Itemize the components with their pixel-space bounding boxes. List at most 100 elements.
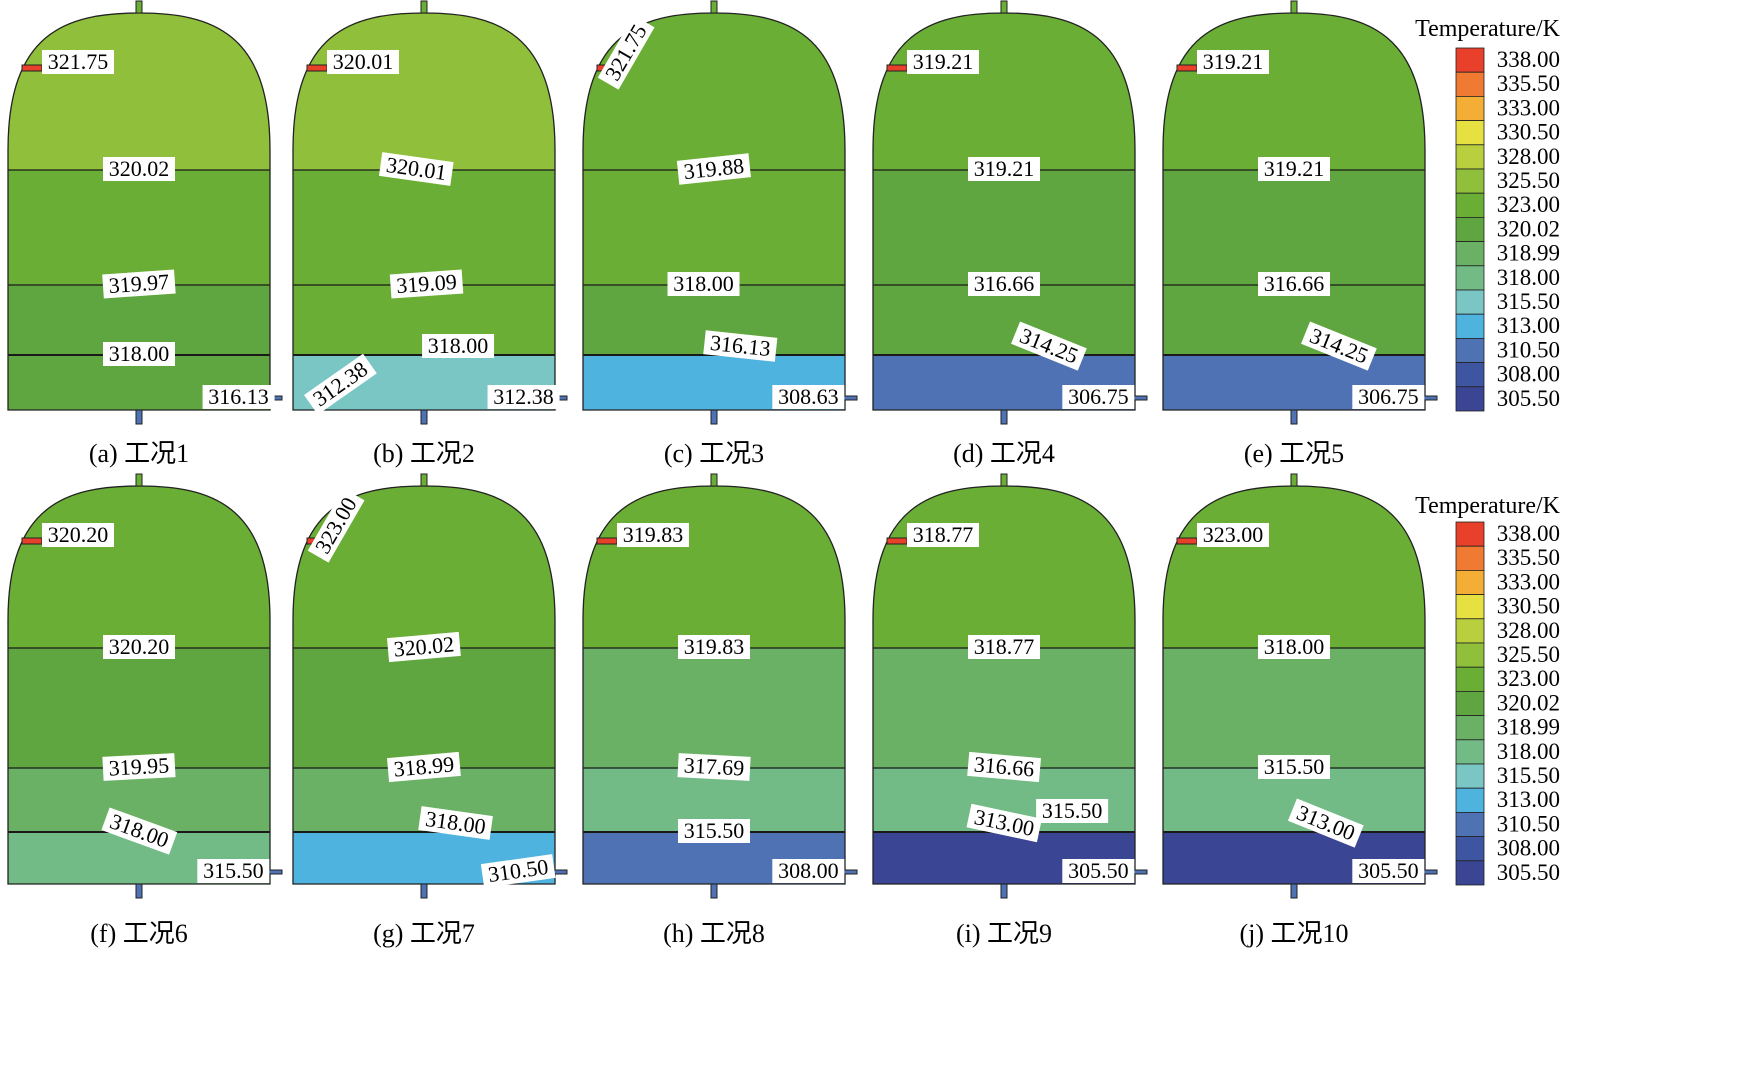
bottom-nozzle xyxy=(135,883,143,899)
isoline-label: 315.50 xyxy=(197,858,270,883)
top-temperature-label-bg xyxy=(617,523,689,547)
top-temperature-label: 320.20 xyxy=(42,522,114,547)
hot-inlet xyxy=(886,64,908,72)
top-nozzle xyxy=(1000,0,1008,14)
legend-swatch xyxy=(1455,216,1485,242)
legend-swatch xyxy=(1455,545,1485,571)
isoline-label-bg xyxy=(1352,385,1425,409)
isoline-label-bg xyxy=(667,272,740,296)
isoline-label-text: 315.50 xyxy=(203,858,264,883)
panel-caption: (e) 工况5 xyxy=(1244,439,1344,468)
legend-value: 305.50 xyxy=(1497,860,1560,885)
isoline-label: 316.13 xyxy=(202,384,275,409)
temperature-band xyxy=(873,486,1135,649)
top-temperature-label-text: 320.01 xyxy=(333,49,394,74)
isoline-label-text: 316.66 xyxy=(973,751,1035,781)
isoline-label-text: 316.66 xyxy=(1264,271,1325,296)
legend-swatch xyxy=(1455,71,1485,97)
isoline-label-text: 308.63 xyxy=(778,384,839,409)
legend-value: 305.50 xyxy=(1497,386,1560,411)
isoline-label: 316.66 xyxy=(967,751,1041,783)
isoline-label-text: 316.13 xyxy=(208,384,269,409)
isoline-label-bg xyxy=(968,157,1040,181)
hot-inlet xyxy=(21,64,43,72)
band-fills xyxy=(293,486,555,884)
isoline-label-bg xyxy=(1258,635,1330,659)
bottom-nozzle xyxy=(1000,883,1008,899)
bottom-nozzle xyxy=(1290,883,1298,899)
temperature-band xyxy=(873,648,1135,769)
isoline-label-text: 308.00 xyxy=(778,858,839,883)
isoline-label: 317.69 xyxy=(677,752,751,781)
temperature-band xyxy=(1163,13,1425,171)
isoline-label-text: 315.50 xyxy=(684,818,745,843)
legend-swatch xyxy=(1455,96,1485,122)
isoline-label-bg xyxy=(422,334,495,358)
isoline-label: 318.00 xyxy=(1258,634,1330,659)
extra-contour-label-text: 315.50 xyxy=(1042,798,1103,823)
temperature-band xyxy=(1163,170,1425,286)
top-temperature-label: 320.01 xyxy=(327,49,399,74)
legend-swatch xyxy=(1455,168,1485,194)
top-nozzle xyxy=(420,0,428,14)
hot-inlet xyxy=(1176,537,1198,545)
top-nozzle xyxy=(710,0,718,14)
isoline-label-bg xyxy=(387,631,461,663)
isoline-label-bg xyxy=(103,157,175,181)
bottom-nozzle xyxy=(1000,409,1008,425)
legend-value: 320.02 xyxy=(1497,216,1560,241)
isoline-label-text: 306.75 xyxy=(1068,384,1129,409)
isoline-label: 308.63 xyxy=(772,384,845,409)
hot-inlet xyxy=(21,537,43,545)
isoline-label: 315.50 xyxy=(678,818,750,843)
top-nozzle xyxy=(135,473,143,487)
isoline-label: 319.97 xyxy=(102,269,176,299)
isoline-label-text: 320.20 xyxy=(109,634,170,659)
top-temperature-label: 323.00 xyxy=(1197,522,1269,547)
legend-value: 333.00 xyxy=(1497,569,1560,594)
isoline-label-bg xyxy=(1062,859,1135,883)
isoline-label: 320.01 xyxy=(378,152,454,186)
legend-value: 318.00 xyxy=(1497,739,1560,764)
legend-swatch xyxy=(1455,521,1485,547)
band-fills xyxy=(1163,486,1425,884)
isoline-label-bg xyxy=(967,751,1041,783)
legend-swatch xyxy=(1455,594,1485,620)
temperature-band xyxy=(873,13,1135,171)
top-temperature-label: 318.77 xyxy=(907,522,979,547)
cold-outlet xyxy=(842,869,858,875)
legend-value: 325.50 xyxy=(1497,642,1560,667)
hot-inlet xyxy=(596,537,618,545)
legend-swatch xyxy=(1455,144,1485,170)
top-temperature-label: 319.21 xyxy=(1197,49,1269,74)
temperature-band xyxy=(8,648,270,769)
isoline-label: 315.50 xyxy=(1258,754,1330,779)
isoline-label-text: 319.09 xyxy=(395,269,457,298)
isoline-label-text: 318.00 xyxy=(1264,634,1325,659)
isoline-label-bg xyxy=(1301,321,1377,371)
isoline-label-text: 319.21 xyxy=(1264,156,1325,181)
isoline-label-bg xyxy=(772,859,845,883)
temperature-band xyxy=(293,648,555,769)
isoline-label-text: 306.75 xyxy=(1358,384,1419,409)
extra-contour-label-bg xyxy=(304,353,377,415)
legend-swatch xyxy=(1455,47,1485,73)
hot-inlet xyxy=(306,64,328,72)
contour-panel: 319.83 319.83 317.69 315.50 308.00 (h) 工况8 xyxy=(582,473,858,948)
isoline-label: 306.75 xyxy=(1352,384,1425,409)
extra-contour-label: 315.50 xyxy=(1036,798,1109,823)
band-fills xyxy=(8,486,270,884)
legend-swatch xyxy=(1455,642,1485,668)
bottom-nozzle xyxy=(420,883,428,899)
isoline-label: 318.77 xyxy=(968,634,1040,659)
isoline-label-text: 319.83 xyxy=(684,634,745,659)
legend-value: 313.00 xyxy=(1497,313,1560,338)
isoline-label-bg xyxy=(677,753,751,781)
isoline-label-text: 319.95 xyxy=(108,752,170,780)
isoline-label-bg xyxy=(387,751,461,783)
isoline-label-bg xyxy=(103,635,175,659)
legend-swatch xyxy=(1455,192,1485,218)
